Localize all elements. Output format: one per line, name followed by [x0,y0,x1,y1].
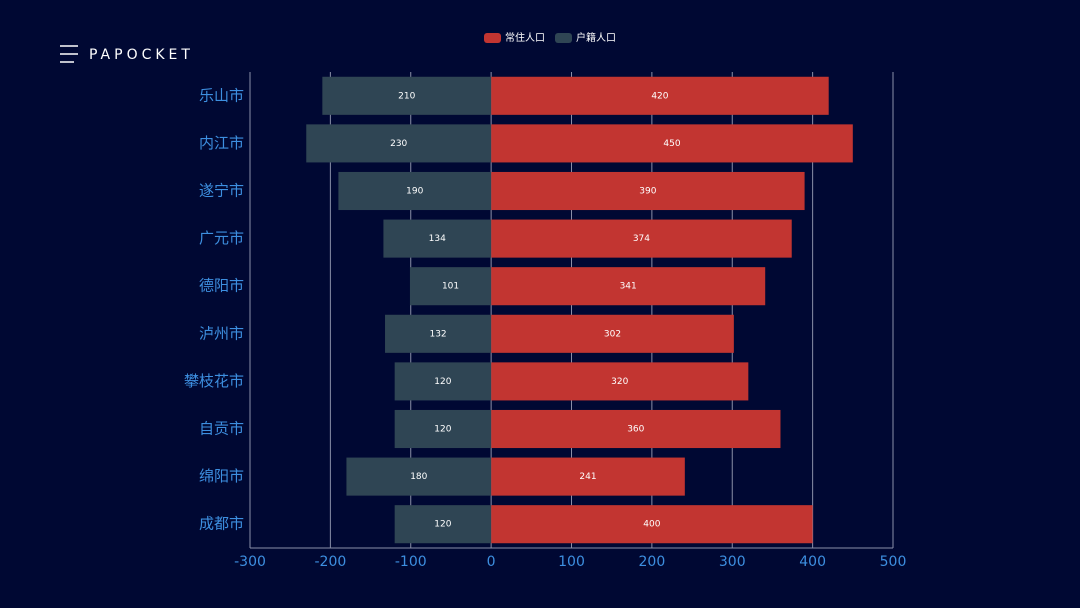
y-tick-label: 广元市 [199,229,244,247]
bar [394,409,492,449]
value-label: 420 [651,91,668,101]
value-label: 230 [390,139,407,149]
value-label: 210 [398,91,415,101]
x-tick-label: -300 [234,554,266,570]
bar [491,124,853,163]
value-label: 360 [627,425,644,435]
bar [491,362,749,401]
bar [338,171,492,211]
x-tick-label: -200 [314,554,346,570]
bar [409,267,492,306]
value-label: 400 [643,520,660,530]
value-label: 120 [434,520,451,530]
x-tick-label: 0 [487,554,496,570]
legend-swatch [484,33,501,43]
bar [394,505,492,544]
y-tick-label: 内江市 [199,134,244,152]
y-tick-label: 遂宁市 [199,182,244,200]
bar [491,409,781,449]
value-label: 390 [639,187,656,197]
bar [346,457,492,496]
bar [491,457,685,496]
y-tick-label: 乐山市 [199,86,244,104]
value-label: 180 [410,472,427,482]
bar [491,171,805,211]
bar [491,76,829,115]
bar [383,219,492,258]
y-tick-label: 成都市 [199,515,244,533]
menu-icon [60,45,78,63]
bar [322,76,492,115]
value-label: 374 [633,234,650,244]
value-label: 134 [429,234,446,244]
value-label: 132 [429,329,446,339]
x-tick-label: -100 [395,554,427,570]
bar [491,219,792,258]
value-label: 120 [434,377,451,387]
x-tick-label: 500 [880,554,907,570]
y-tick-label: 自贡市 [199,420,244,438]
value-label: 101 [442,282,459,292]
brand: PAPOCKET [89,47,194,63]
bar [491,314,734,353]
legend-label: 户籍人口 [576,31,616,44]
x-tick-label: 300 [719,554,746,570]
x-tick-label: 200 [639,554,666,570]
x-tick-label: 400 [799,554,826,570]
bar [385,314,492,353]
y-tick-label: 攀枝花市 [184,372,244,390]
value-label: 320 [611,377,628,387]
legend-swatch [555,33,572,43]
x-tick-label: 100 [558,554,585,570]
value-label: 341 [620,282,637,292]
bar [491,267,766,306]
bar [491,505,813,544]
y-tick-label: 绵阳市 [199,467,244,485]
y-tick-label: 泸州市 [199,324,244,342]
value-label: 190 [406,187,423,197]
value-label: 120 [434,425,451,435]
bar [306,124,492,163]
value-label: 302 [604,329,621,339]
value-label: 241 [579,472,596,482]
y-tick-label: 德阳市 [199,277,244,295]
value-label: 450 [663,139,680,149]
bar [394,362,492,401]
legend-label: 常住人口 [505,31,545,44]
